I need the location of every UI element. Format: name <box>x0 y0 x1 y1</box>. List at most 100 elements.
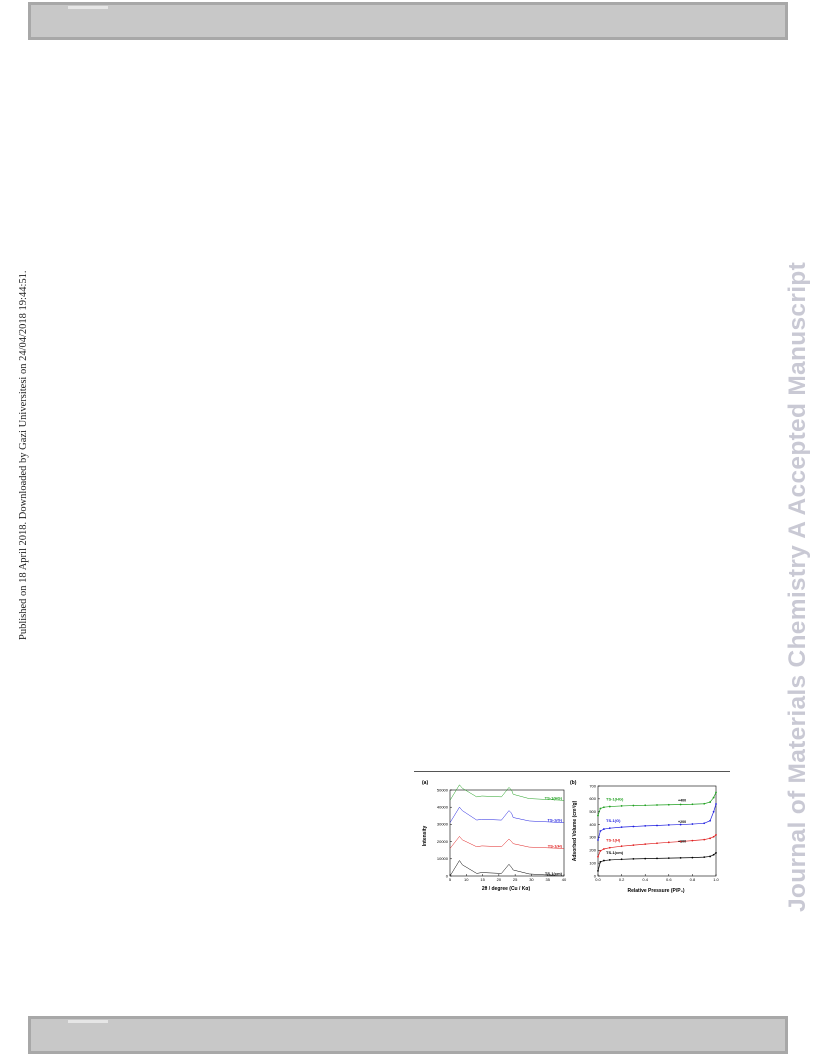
a-series-line <box>449 860 565 877</box>
b-x-tick-label: 0.4 <box>642 877 648 882</box>
b-data-point <box>656 804 658 806</box>
b-data-point <box>597 839 599 841</box>
b-data-point <box>597 869 599 872</box>
b-offset-label: +100 <box>678 840 686 844</box>
header-bar-tab <box>68 6 108 9</box>
b-data-point <box>679 856 682 859</box>
a-series-label: TS-1(H) <box>548 843 563 848</box>
b-plot-frame <box>597 785 717 877</box>
b-data-point <box>691 823 694 825</box>
b-data-point <box>715 833 717 836</box>
b-series-label: TS-1(HG) <box>606 797 624 802</box>
b-y-tick-label: 0 <box>594 873 597 878</box>
b-data-point <box>715 803 717 805</box>
b-data-point <box>691 839 694 842</box>
b-y-tick-label: 600 <box>589 796 596 801</box>
b-data-point <box>599 807 602 810</box>
b-data-point <box>620 805 623 807</box>
a-plot-frame <box>449 789 565 877</box>
b-data-point <box>715 851 717 854</box>
a-series-label: TS-1(HG) <box>545 795 563 800</box>
b-data-point <box>691 803 694 806</box>
b-data-point <box>608 805 611 808</box>
b-data-point <box>679 823 682 826</box>
a-y-tick-label: 10000 <box>437 856 449 861</box>
b-data-point <box>709 837 711 840</box>
b-y-tick-label: 700 <box>589 783 596 788</box>
b-data-point <box>703 838 706 841</box>
header-bar <box>28 2 788 40</box>
b-x-tick-label: 0.0 <box>595 877 601 882</box>
a-series-line <box>449 784 565 801</box>
publication-note: Published on 18 April 2018. Downloaded b… <box>18 270 29 640</box>
isotherm-xlabel: Relative Pressure (P/P₀) <box>627 888 684 894</box>
b-x-tick-label: 1.0 <box>713 877 719 882</box>
b-data-point <box>703 856 706 858</box>
footer-bar-tab <box>68 1020 108 1023</box>
b-y-tick-label: 200 <box>589 848 596 853</box>
b-y-tick-label: 100 <box>589 860 596 865</box>
b-y-tick-label: 400 <box>589 822 596 827</box>
b-data-point <box>603 848 605 850</box>
b-x-tick-label: 0.6 <box>666 877 672 882</box>
b-data-point <box>667 803 670 806</box>
a-series-line <box>449 806 565 823</box>
a-x-tick-label: 30 <box>529 877 534 882</box>
b-x-tick-label: 0.8 <box>690 877 696 882</box>
xrd-xlabel: 2θ / degree (Cu / Kα) <box>482 886 531 892</box>
b-data-point <box>715 791 717 794</box>
b-data-point <box>667 841 670 844</box>
b-data-point <box>597 814 599 817</box>
b-series-label: TS-1(G) <box>606 818 621 823</box>
a-x-tick-label: 15 <box>480 877 485 882</box>
b-data-point <box>709 801 711 803</box>
a-x-tick-label: 40 <box>562 877 567 882</box>
isotherm-chart: (b) Adsorbed Volume (cm³/g) Relative Pre… <box>570 780 720 894</box>
b-series-label: TS-1(H) <box>606 838 621 843</box>
b-data-point <box>712 810 715 813</box>
b-data-point <box>597 855 599 858</box>
b-data-point <box>703 822 706 825</box>
b-data-point <box>608 859 611 861</box>
b-offset-label: +200 <box>678 820 686 824</box>
b-data-point <box>712 853 715 856</box>
b-data-point <box>599 850 602 852</box>
a-series-label: TS-1(cm) <box>545 871 563 876</box>
b-data-point <box>644 857 647 860</box>
b-data-point <box>656 857 658 860</box>
b-x-tick-label: 0.2 <box>619 877 625 882</box>
b-data-point <box>632 825 635 828</box>
b-data-point <box>603 859 605 862</box>
b-data-point <box>644 843 647 846</box>
b-offset-label: +400 <box>678 799 686 803</box>
b-series-label: TS-1(cm) <box>606 850 624 855</box>
a-series-line <box>449 836 565 849</box>
b-data-point <box>656 842 658 845</box>
xrd-chart: (a) Intensity 2θ / degree (Cu / Kα) 5 10 1… <box>422 780 567 892</box>
a-series-label: TS-1(G) <box>548 818 563 823</box>
a-y-tick-label: 20000 <box>437 839 449 844</box>
isotherm-ylabel: Adsorbed Volume (cm³/g) <box>572 800 578 861</box>
b-data-point <box>603 806 605 809</box>
a-y-tick-label: 50000 <box>437 787 449 792</box>
b-data-point <box>632 804 635 807</box>
journal-watermark: Journal of Materials Chemistry A Accepte… <box>784 261 811 912</box>
b-series-line <box>597 852 717 871</box>
b-data-point <box>603 828 605 830</box>
b-data-point <box>599 830 602 832</box>
b-data-point <box>667 857 670 860</box>
b-data-point <box>679 840 682 843</box>
b-data-point <box>691 856 694 859</box>
b-data-point <box>608 846 611 849</box>
b-data-point <box>644 804 647 807</box>
b-data-point <box>709 819 711 822</box>
b-data-point <box>632 844 635 847</box>
figure-panel-a: (a) Intensity 2θ / degree (Cu / Kα) 5 10 1… <box>420 776 568 896</box>
a-x-tick-label: 25 <box>513 877 518 882</box>
b-data-point <box>679 803 682 806</box>
b-data-point <box>712 796 715 799</box>
a-x-tick-label: 35 <box>545 877 550 882</box>
b-data-point <box>703 802 706 805</box>
xrd-ylabel: Intensity <box>422 826 428 847</box>
footer-bar <box>28 1016 788 1054</box>
